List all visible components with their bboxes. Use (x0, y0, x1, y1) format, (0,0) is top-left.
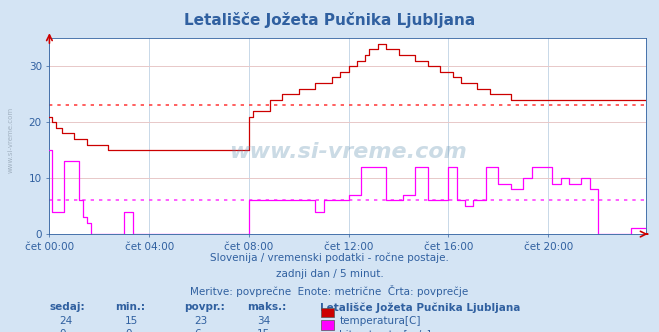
Text: www.si-vreme.com: www.si-vreme.com (8, 106, 14, 173)
Text: 15: 15 (257, 329, 270, 332)
Text: 0: 0 (59, 329, 66, 332)
Text: www.si-vreme.com: www.si-vreme.com (229, 142, 467, 162)
Text: Letališče Jožeta Pučnika Ljubljana: Letališče Jožeta Pučnika Ljubljana (320, 302, 520, 313)
Text: Meritve: povprečne  Enote: metrične  Črta: povprečje: Meritve: povprečne Enote: metrične Črta:… (190, 285, 469, 297)
Text: povpr.:: povpr.: (185, 302, 225, 312)
Text: sedaj:: sedaj: (49, 302, 85, 312)
Text: 23: 23 (194, 316, 208, 326)
Text: min.:: min.: (115, 302, 146, 312)
Text: 24: 24 (59, 316, 72, 326)
Text: hitrost vetra[m/s]: hitrost vetra[m/s] (339, 329, 431, 332)
Text: zadnji dan / 5 minut.: zadnji dan / 5 minut. (275, 269, 384, 279)
Text: Letališče Jožeta Pučnika Ljubljana: Letališče Jožeta Pučnika Ljubljana (184, 12, 475, 28)
Text: temperatura[C]: temperatura[C] (339, 316, 421, 326)
Text: 34: 34 (257, 316, 270, 326)
Text: maks.:: maks.: (247, 302, 287, 312)
Text: 6: 6 (194, 329, 201, 332)
Text: 15: 15 (125, 316, 138, 326)
Text: 0: 0 (125, 329, 132, 332)
Text: Slovenija / vremenski podatki - ročne postaje.: Slovenija / vremenski podatki - ročne po… (210, 253, 449, 264)
